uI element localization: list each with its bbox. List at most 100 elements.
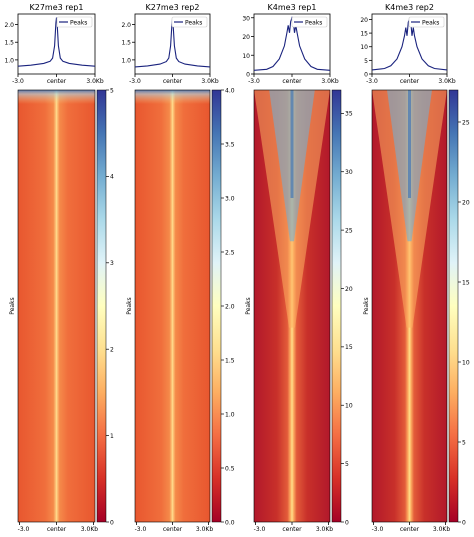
heatmap-1: Peaks -3.0 center 3.0Kb — [9, 89, 98, 533]
profile-xtick-label: -3.0 — [12, 78, 24, 85]
heatmap-2: Peaks -3.0 center 3.0Kb — [126, 89, 213, 533]
legend-label: Peaks — [70, 20, 87, 27]
heatmap-xtick-label: -3.0 — [18, 526, 30, 533]
profile-xtick-label: 3.0Kb — [201, 78, 218, 85]
heatmap-xtick-label: -3.0 — [135, 526, 147, 533]
profile-xtick-label: center — [282, 78, 302, 85]
colorbar-4: 0 5 10 15 20 25 — [448, 89, 470, 526]
colorbar-tick-label: 30 — [345, 169, 353, 176]
heatmap-center-strong — [290, 90, 294, 198]
profile-ytick-label: 10 — [360, 44, 368, 51]
colorbar-tick-label: 10 — [462, 359, 470, 366]
colorbar-tick-label: 4.0 — [225, 87, 235, 94]
profile-ytick-label: 15 — [360, 31, 368, 38]
profile-ytick-label: 1.0 — [121, 57, 131, 64]
legend-box — [56, 16, 93, 28]
profile-ytick-label: 1.0 — [4, 57, 14, 64]
colorbar-tick-label: 0 — [462, 519, 466, 526]
profile-xtick-label: -3.0 — [129, 78, 141, 85]
profile-xtick-label: 3.0Kb — [86, 78, 103, 85]
colorbar-tick-label: 4 — [110, 174, 114, 181]
profile-xtick-label: -3.0 — [248, 78, 260, 85]
colorbar-tick-label: 25 — [462, 119, 470, 126]
colorbar-tick-label: 25 — [345, 227, 353, 234]
colorbar-tick-label: 3.0 — [225, 195, 235, 202]
heatmap-top-band — [135, 90, 210, 104]
profile-line-peaks — [17, 17, 96, 67]
profile-ytick-label: 20 — [360, 17, 368, 24]
profile-title: K27me3 rep2 — [146, 3, 200, 12]
profile-plot-2: K27me3 rep2 1.0 1.5 2.0 -3.0 center 3.0Kb Peaks — [121, 3, 218, 85]
legend-label: Peaks — [305, 20, 322, 27]
heatmap-xtick-label: center — [163, 526, 183, 533]
profile-ytick-label: 2.0 — [4, 22, 14, 29]
heatmap-xtick-label: center — [400, 526, 420, 533]
profile-ytick-label: 1.5 — [121, 40, 131, 47]
legend-label: Peaks — [185, 20, 202, 27]
legend-box — [408, 16, 445, 28]
profile-ytick-label: 30 — [242, 15, 250, 22]
profile-title: K4me3 rep2 — [385, 3, 434, 12]
profile-ytick-label: 1.5 — [4, 40, 14, 47]
profile-plot-3: K4me3 rep1 0 10 20 30 -3.0 center 3.0Kb Peaks — [242, 3, 338, 85]
colorbar-tick-label: 15 — [345, 344, 353, 351]
heatmap-xtick-label: center — [282, 526, 302, 533]
heatmap-body — [135, 90, 210, 522]
profile-xtick-label: 3.0Kb — [438, 78, 455, 85]
colorbar-bar — [211, 89, 222, 523]
colorbar-tick-label: 0 — [345, 519, 349, 526]
colorbar-1: 0 1 2 3 4 5 — [96, 87, 114, 526]
colorbar-tick-label: 2 — [110, 347, 114, 354]
colorbar-tick-label: 20 — [462, 199, 470, 206]
legend-box — [291, 16, 328, 28]
colorbar-tick-label: 20 — [345, 286, 353, 293]
profile-xtick-label: center — [400, 78, 420, 85]
colorbar-bar — [96, 89, 107, 523]
profile-plot-1: K27me3 rep1 1.0 1.5 2.0 -3.0 center 3.0Kb Peaks — [4, 3, 103, 85]
colorbar-tick-label: 3.5 — [225, 141, 235, 148]
heatmap-xtick-label: center — [47, 526, 67, 533]
colorbar-tick-label: 2.0 — [225, 303, 235, 310]
colorbar-tick-label: 5 — [462, 439, 466, 446]
heatmap-xtick-label: -3.0 — [372, 526, 384, 533]
colorbar-tick-label: 5 — [110, 87, 114, 94]
heatmap-ylabel: Peaks — [245, 297, 252, 314]
profile-plot-4: K4me3 rep2 0 5 10 15 20 -3.0 center 3.0Kb Peaks — [360, 3, 455, 85]
profile-ytick-label: 0 — [364, 72, 368, 79]
colorbar-tick-label: 5 — [345, 461, 349, 468]
colorbar-tick-label: 10 — [345, 403, 353, 410]
colorbar-tick-label: 1 — [110, 433, 114, 440]
heatmap-top-band — [18, 90, 95, 104]
colorbar-tick-label: 0.5 — [225, 465, 235, 472]
heatmap-ylabel: Peaks — [9, 297, 16, 314]
colorbar-tick-label: 0.0 — [225, 519, 235, 526]
heatmap-xtick-label: -3.0 — [254, 526, 266, 533]
colorbar-bar — [331, 89, 342, 523]
profile-ytick-label: 5 — [364, 58, 368, 65]
heatmap-center-strong — [408, 90, 411, 198]
heatmap-3: Peaks -3.0 center 3.0Kb — [245, 89, 333, 533]
colorbar-tick-label: 1.5 — [225, 357, 235, 364]
profile-xtick-label: 3.0Kb — [321, 78, 338, 85]
profile-ytick-label: 10 — [242, 53, 250, 60]
heatmap-ylabel: Peaks — [363, 297, 370, 314]
profile-xtick-label: center — [47, 78, 67, 85]
legend-label: Peaks — [422, 20, 439, 27]
colorbar-tick-label: 35 — [345, 111, 353, 118]
profile-title: K4me3 rep1 — [268, 3, 317, 12]
heatmap-body — [18, 90, 95, 522]
profile-ytick-label: 20 — [242, 34, 250, 41]
profile-ytick-label: 0 — [246, 72, 250, 79]
colorbar-bar — [448, 89, 459, 523]
profile-ytick-label: 2.0 — [121, 22, 131, 29]
colorbar-tick-label: 0 — [110, 519, 114, 526]
profile-xtick-label: -3.0 — [366, 78, 378, 85]
heatmap-xtick-label: 3.0Kb — [433, 526, 450, 533]
colorbar-3: 0 5 10 15 20 25 30 35 — [331, 89, 353, 526]
profile-xtick-label: center — [163, 78, 183, 85]
colorbar-2: 0.0 0.5 1.0 1.5 2.0 2.5 3.0 3.5 4.0 — [211, 87, 235, 526]
colorbar-tick-label: 1.0 — [225, 411, 235, 418]
colorbar-tick-label: 2.5 — [225, 249, 235, 256]
heatmap-xtick-label: 3.0Kb — [196, 526, 213, 533]
